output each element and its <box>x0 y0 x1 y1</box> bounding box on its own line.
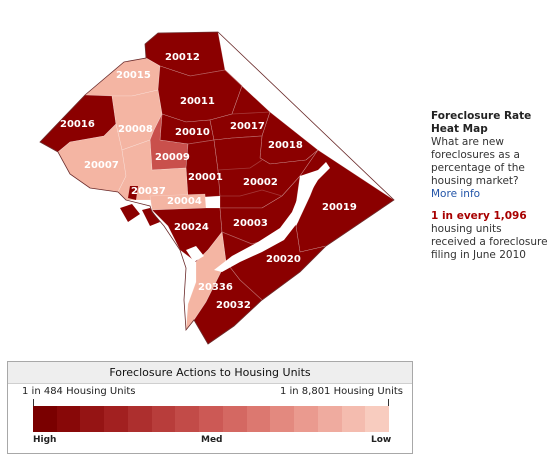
zip-label-20003: 20003 <box>233 218 268 229</box>
zip-label-20012: 20012 <box>165 52 200 63</box>
island-3 <box>128 186 138 200</box>
zip-label-20336: 20336 <box>198 282 233 293</box>
info-title: Foreclosure Rate Heat Map <box>431 110 532 135</box>
zip-label-20007: 20007 <box>84 160 119 171</box>
legend-swatch-5 <box>127 406 152 432</box>
stat-text: housing units received a foreclosure fil… <box>431 223 548 261</box>
legend-right-tick <box>388 399 389 406</box>
zip-label-20017: 20017 <box>230 121 265 132</box>
legend-swatch-8 <box>199 406 223 432</box>
legend-swatch-9 <box>222 406 247 432</box>
island-1 <box>120 204 140 222</box>
legend-swatch-11 <box>270 406 295 432</box>
zip-labels: 20012 20015 20011 20016 20008 20010 2001… <box>60 52 357 311</box>
legend-swatch-14 <box>341 406 366 432</box>
legend-swatch-13 <box>317 406 342 432</box>
legend-swatch-4 <box>104 406 128 432</box>
legend-color-ramp <box>33 406 390 432</box>
legend-left-tick <box>33 399 34 406</box>
zip-label-20015: 20015 <box>116 70 151 81</box>
zip-label-20019: 20019 <box>322 202 357 213</box>
zip-label-20010: 20010 <box>175 127 210 138</box>
legend-high-label: High <box>33 435 57 445</box>
zip-label-20024: 20024 <box>174 222 209 233</box>
zip-label-20001: 20001 <box>188 172 223 183</box>
zip-label-20018: 20018 <box>268 140 303 151</box>
legend: Foreclosure Actions to Housing Units 1 i… <box>7 361 413 454</box>
legend-swatch-3 <box>80 406 105 432</box>
legend-swatch-2 <box>56 406 81 432</box>
legend-left-label: 1 in 484 Housing Units <box>22 386 136 397</box>
legend-low-label: Low <box>371 435 392 445</box>
legend-swatch-6 <box>151 406 176 432</box>
info-panel: Foreclosure Rate Heat Map What are new f… <box>431 110 549 262</box>
stat-highlight: 1 in every 1,096 <box>431 210 527 222</box>
zip-label-20020: 20020 <box>266 254 301 265</box>
zip-label-20037: 20037 <box>131 186 166 197</box>
info-question: What are new foreclosures as a percentag… <box>431 136 525 187</box>
legend-right-label: 1 in 8,801 Housing Units <box>279 386 403 397</box>
zip-label-20008: 20008 <box>118 124 153 135</box>
legend-swatch-15 <box>365 406 390 432</box>
more-info-link[interactable]: More info <box>431 188 481 200</box>
zip-label-20009: 20009 <box>155 152 190 163</box>
zip-region-20018[interactable] <box>259 111 319 165</box>
district-outline <box>39 31 395 345</box>
zip-label-20002: 20002 <box>243 177 278 188</box>
legend-med-label: Med <box>201 435 223 445</box>
zip-label-20004: 20004 <box>167 196 202 207</box>
legend-swatch-10 <box>246 406 271 432</box>
legend-title: Foreclosure Actions to Housing Units <box>8 362 412 384</box>
legend-swatch-1 <box>33 406 57 432</box>
island-2 <box>142 208 160 226</box>
zip-region-20019[interactable] <box>295 149 395 253</box>
potomac-river <box>56 152 186 340</box>
zip-label-20016: 20016 <box>60 119 95 130</box>
washington-channel <box>186 246 204 262</box>
zip-boundaries <box>187 69 283 301</box>
islands <box>120 186 160 226</box>
legend-swatch-7 <box>175 406 200 432</box>
legend-swatch-12 <box>294 406 318 432</box>
zip-label-20032: 20032 <box>216 300 251 311</box>
anacostia-river <box>214 162 330 272</box>
zip-label-20011: 20011 <box>180 96 215 107</box>
rivers <box>56 152 330 340</box>
